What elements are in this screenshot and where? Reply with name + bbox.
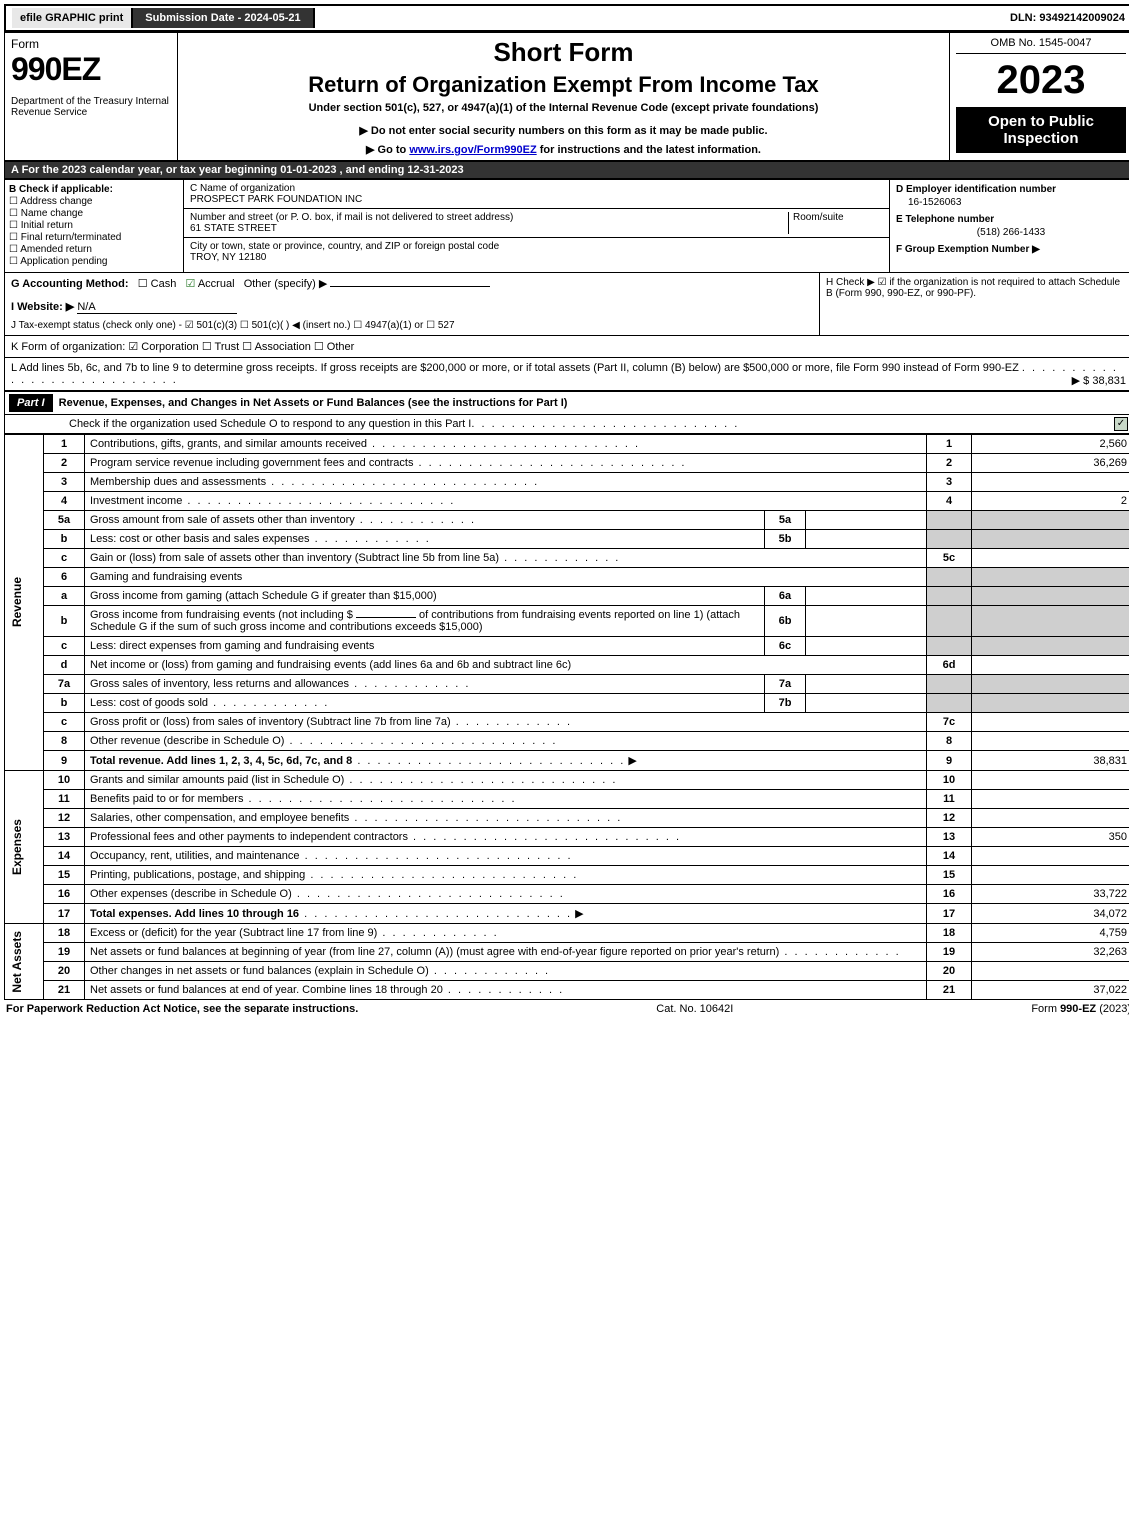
line-19-value: 32,263 — [972, 943, 1129, 962]
accounting-method: G Accounting Method: Cash Accrual Other … — [11, 277, 813, 290]
line-21-value: 37,022 — [972, 981, 1129, 1000]
gross-receipts: ▶ $ 38,831 — [1072, 374, 1126, 387]
check-final-return[interactable] — [9, 232, 18, 243]
check-cash[interactable] — [138, 278, 148, 290]
page-footer: For Paperwork Reduction Act Notice, see … — [4, 1000, 1129, 1018]
org-name-label: C Name of organization — [190, 183, 295, 194]
section-a-period: A For the 2023 calendar year, or tax yea… — [4, 161, 1129, 179]
line-8-value — [972, 732, 1129, 751]
tax-year: 2023 — [956, 58, 1126, 103]
part-i-check-note: Check if the organization used Schedule … — [4, 415, 1129, 434]
footer-notice: For Paperwork Reduction Act Notice, see … — [6, 1003, 358, 1015]
line-7b-value — [806, 694, 927, 713]
line-18-value: 4,759 — [972, 924, 1129, 943]
open-to-public: Open to Public Inspection — [956, 107, 1126, 153]
line-7c-value — [972, 713, 1129, 732]
section-d: D Employer identification number 16-1526… — [890, 180, 1129, 272]
footer-form-ref: Form 990-EZ (2023) — [1031, 1003, 1129, 1015]
subtitle: Under section 501(c), 527, or 4947(a)(1)… — [184, 102, 943, 114]
line-14-value — [972, 847, 1129, 866]
other-method-input[interactable] — [330, 286, 490, 287]
city: TROY, NY 12180 — [190, 252, 266, 263]
telephone: (518) 266-1433 — [896, 227, 1126, 238]
section-c: C Name of organization PROSPECT PARK FOU… — [184, 180, 890, 272]
line-4-value: 2 — [972, 492, 1129, 511]
section-h: H Check ▶ ☑ if the organization is not r… — [820, 273, 1129, 335]
revenue-sidebar: Revenue — [10, 577, 24, 627]
check-application-pending[interactable] — [9, 256, 18, 267]
note-goto: ▶ Go to www.irs.gov/Form990EZ for instru… — [184, 143, 943, 156]
line-17-value: 34,072 — [972, 904, 1129, 924]
omb-number: OMB No. 1545-0047 — [956, 37, 1126, 54]
line-10-value — [972, 771, 1129, 790]
line-15-value — [972, 866, 1129, 885]
note-ssn: ▶ Do not enter social security numbers o… — [184, 124, 943, 137]
check-address-change[interactable] — [9, 196, 18, 207]
tax-exempt-status: J Tax-exempt status (check only one) - ☑… — [11, 320, 813, 331]
short-form-title: Short Form — [184, 37, 943, 68]
check-accrual[interactable] — [186, 278, 196, 290]
website-row: I Website: ▶ N/A — [11, 300, 813, 314]
line-20-value — [972, 962, 1129, 981]
line-6d-value — [972, 656, 1129, 675]
section-b: B Check if applicable: Address change Na… — [5, 180, 184, 272]
part-i-table: Revenue 1 Contributions, gifts, grants, … — [4, 434, 1129, 1000]
part-i-header: Part I Revenue, Expenses, and Changes in… — [4, 391, 1129, 415]
line-6c-value — [806, 637, 927, 656]
section-l: L Add lines 5b, 6c, and 7b to line 9 to … — [4, 358, 1129, 391]
expenses-sidebar: Expenses — [10, 819, 24, 875]
return-title: Return of Organization Exempt From Incom… — [184, 72, 943, 98]
line-5a-value — [806, 511, 927, 530]
form-label: Form — [11, 37, 171, 51]
check-amended-return[interactable] — [9, 244, 18, 255]
check-initial-return[interactable] — [9, 220, 18, 231]
line-2-value: 36,269 — [972, 454, 1129, 473]
room-label: Room/suite — [793, 212, 844, 223]
top-bar: efile GRAPHIC print Submission Date - 20… — [4, 4, 1129, 32]
submission-date: Submission Date - 2024-05-21 — [133, 8, 314, 28]
line-13-value: 350 — [972, 828, 1129, 847]
form-number: 990EZ — [11, 51, 171, 88]
catalog-number: Cat. No. 10642I — [656, 1003, 733, 1015]
street: 61 STATE STREET — [190, 223, 277, 234]
line-5c-value — [972, 549, 1129, 568]
schedule-o-check[interactable]: ✓ — [1114, 417, 1128, 431]
city-label: City or town, state or province, country… — [190, 241, 499, 252]
net-assets-sidebar: Net Assets — [10, 931, 24, 993]
line-12-value — [972, 809, 1129, 828]
line-3-value — [972, 473, 1129, 492]
org-name: PROSPECT PARK FOUNDATION INC — [190, 194, 362, 205]
ein: 16-1526063 — [908, 197, 1126, 208]
form-header: Form 990EZ Department of the Treasury In… — [4, 32, 1129, 161]
street-label: Number and street (or P. O. box, if mail… — [190, 212, 513, 223]
line-9-value: 38,831 — [972, 751, 1129, 771]
efile-print-button[interactable]: efile GRAPHIC print — [12, 8, 133, 28]
gh-row: G Accounting Method: Cash Accrual Other … — [4, 273, 1129, 336]
group-exemption: F Group Exemption Number ▶ — [896, 244, 1126, 255]
line-16-value: 33,722 — [972, 885, 1129, 904]
check-name-change[interactable] — [9, 208, 18, 219]
line-7a-value — [806, 675, 927, 694]
form-of-organization: K Form of organization: ☑ Corporation ☐ … — [4, 336, 1129, 358]
line-6b-value — [806, 606, 927, 637]
dln: DLN: 93492142009024 — [1004, 10, 1129, 26]
arrow-icon — [628, 755, 636, 767]
website-value: N/A — [77, 301, 237, 314]
line-5b-value — [806, 530, 927, 549]
org-info-grid: B Check if applicable: Address change Na… — [4, 179, 1129, 273]
line-6a-value — [806, 587, 927, 606]
irs-link[interactable]: www.irs.gov/Form990EZ — [409, 144, 536, 156]
arrow-icon — [575, 908, 583, 920]
line-11-value — [972, 790, 1129, 809]
line-1-value: 2,560 — [972, 435, 1129, 454]
department-label: Department of the Treasury Internal Reve… — [11, 96, 171, 118]
